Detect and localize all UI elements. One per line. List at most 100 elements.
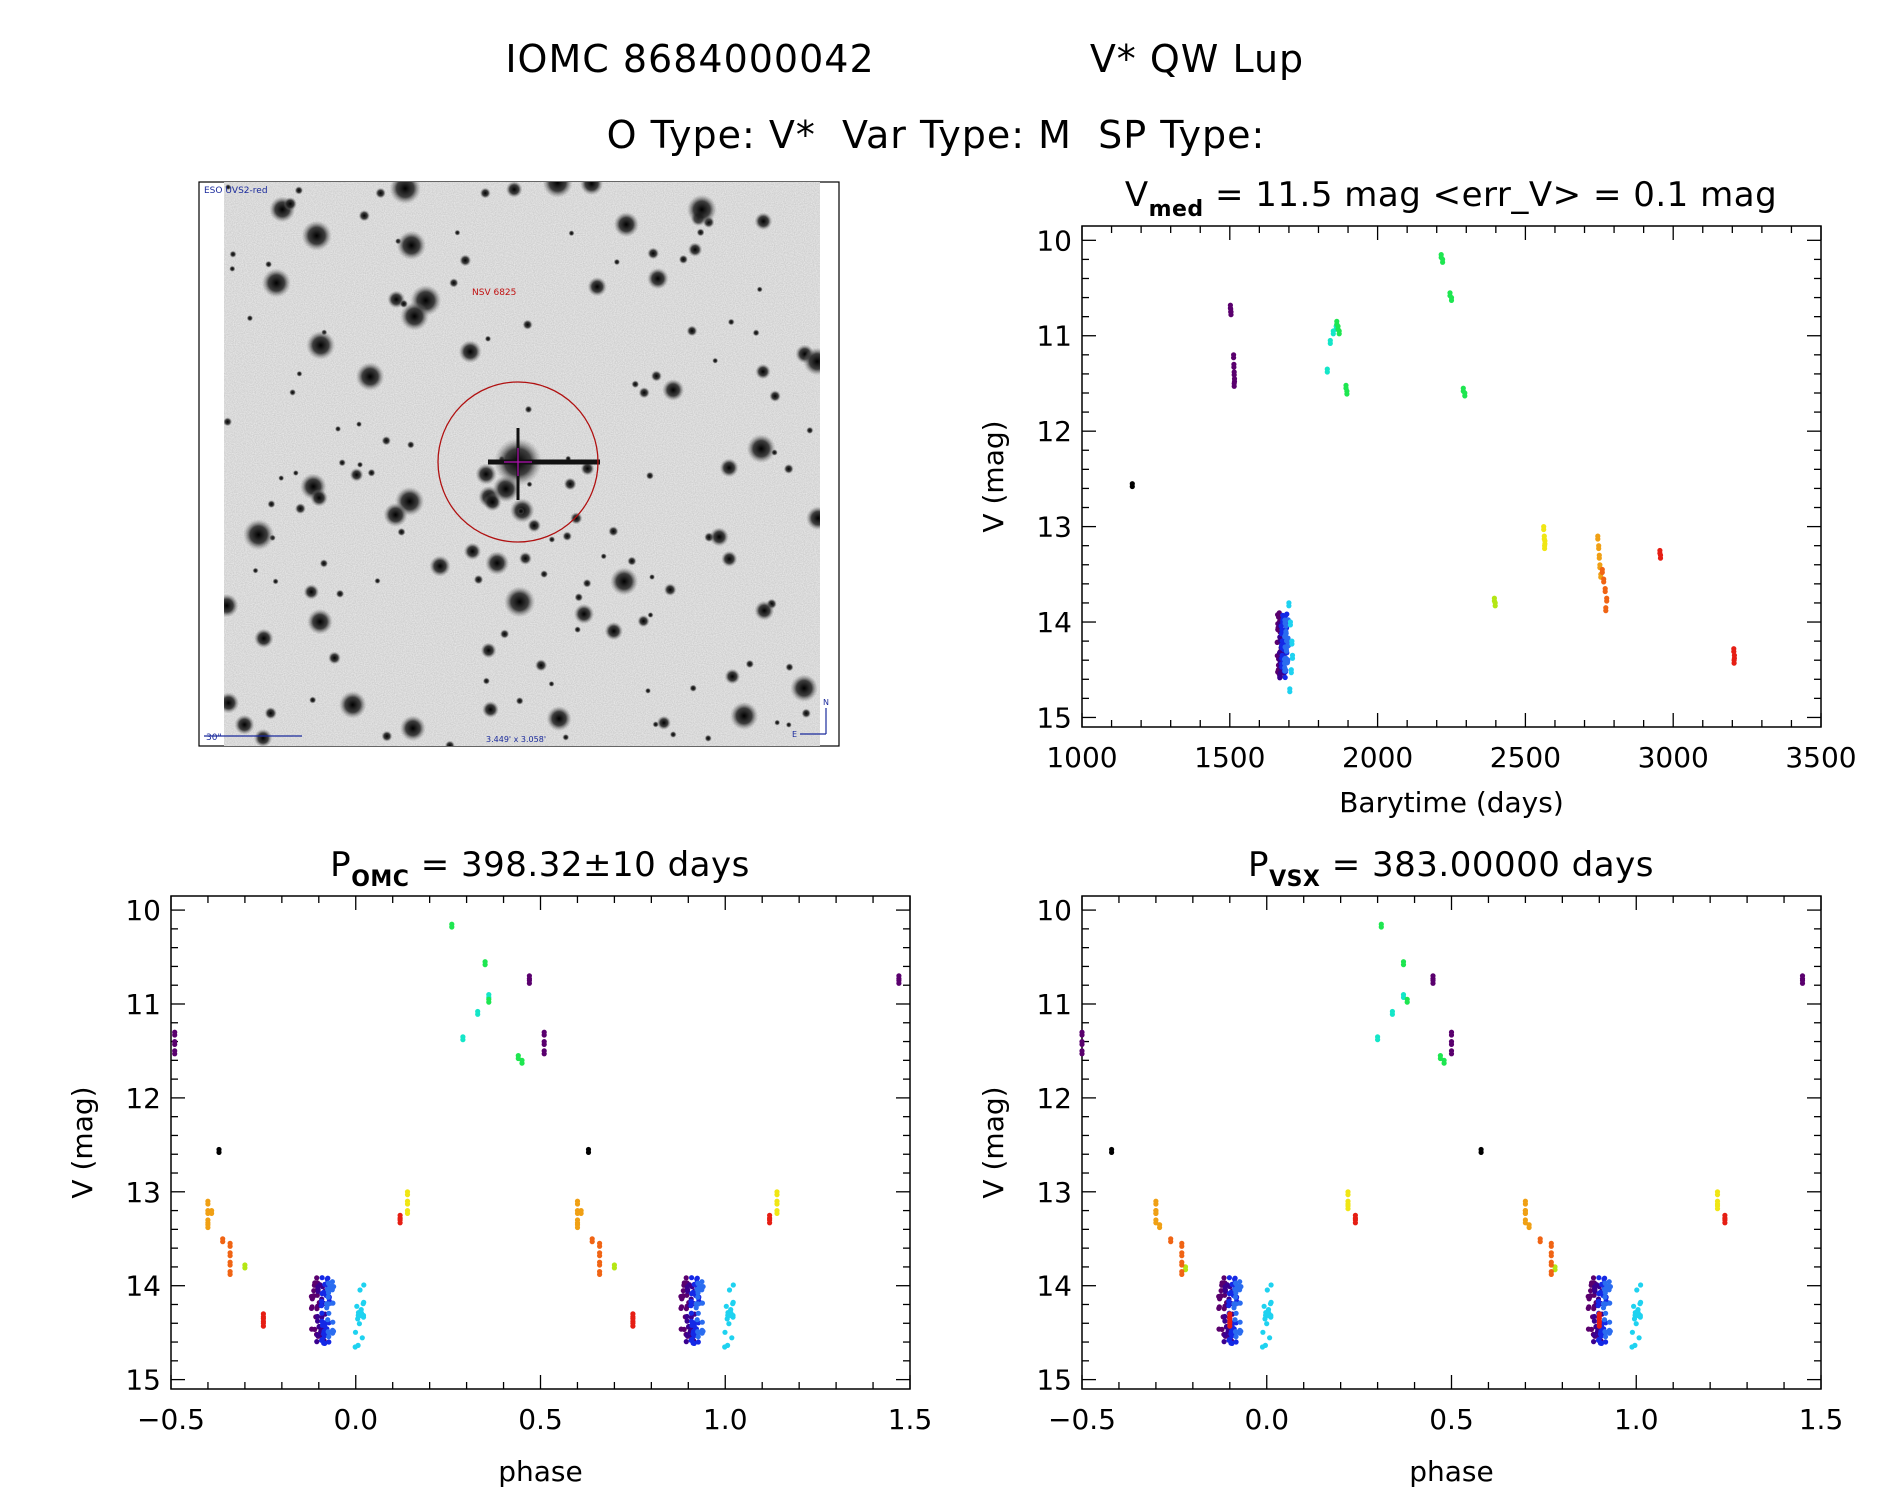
star-blob: [243, 519, 275, 551]
star-blob: [721, 550, 738, 568]
star-blob: [265, 260, 273, 268]
sky-image-panel: ESO UVS2-red NSV 6825 30" 3.449' x 3.058…: [198, 181, 840, 747]
x-tick-label: 1.5: [1799, 1403, 1844, 1436]
data-point: [1601, 1317, 1608, 1323]
data-point: [1607, 1300, 1613, 1306]
svg-text:E: E: [792, 730, 797, 739]
star-blob: [518, 551, 532, 565]
star-blob: [608, 526, 619, 537]
data-point: [1478, 1149, 1484, 1155]
data-point: [722, 1344, 728, 1350]
star-blob: [261, 268, 291, 298]
star-blob: [542, 182, 573, 198]
phase-vsx-panel: PVSX = 383.00000 days −0.5 0.0 0.5 1.0 1.5 10 1…: [977, 845, 1843, 1488]
y-tick-label: 13: [1036, 511, 1072, 544]
data-point: [330, 1300, 336, 1306]
star-blob: [724, 668, 741, 685]
data-point: [896, 980, 902, 986]
star-blob: [307, 608, 333, 635]
data-point: [574, 1210, 581, 1216]
star-blob: [562, 733, 570, 741]
data-point: [1235, 1283, 1241, 1289]
data-point: [519, 1060, 525, 1066]
data-point: [680, 1293, 686, 1299]
data-point: [611, 1265, 618, 1271]
data-point: [1548, 1271, 1554, 1277]
data-point: [1260, 1329, 1266, 1335]
data-point: [205, 1201, 211, 1207]
data-point: [209, 1210, 215, 1216]
star-blob: [696, 228, 705, 237]
data-point: [1237, 1319, 1243, 1325]
data-point: [1492, 603, 1498, 609]
header-types: O Type: V* Var Type: M SP Type:: [607, 113, 1266, 157]
star-blob: [283, 197, 297, 211]
data-point: [205, 1224, 211, 1231]
star-blob: [754, 212, 773, 231]
star-blob: [319, 559, 329, 568]
data-point: [1606, 1330, 1612, 1336]
data-point: [1603, 1339, 1609, 1345]
data-point: [1281, 656, 1288, 662]
data-point: [1221, 1275, 1227, 1281]
data-point: [1448, 1041, 1455, 1047]
data-point: [1284, 660, 1290, 666]
data-point: [1221, 1306, 1227, 1312]
data-point: [358, 1312, 364, 1319]
data-point: [1448, 297, 1455, 303]
target-marker: [437, 381, 599, 543]
data-point: [326, 1339, 332, 1345]
plot-title: Vmed = 11.5 mag <err_V> = 0.1 mag: [1125, 175, 1777, 222]
x-tick-label: 3000: [1638, 741, 1709, 774]
star-blob: [563, 477, 577, 491]
data-point: [1226, 1298, 1232, 1305]
data-point: [1548, 1253, 1554, 1259]
data-point: [1604, 598, 1610, 604]
data-point: [695, 1339, 701, 1345]
star-blob: [801, 708, 811, 719]
data-point: [1227, 1323, 1233, 1329]
data-point: [1079, 1041, 1085, 1047]
star-blob: [687, 242, 703, 257]
data-point: [578, 1210, 584, 1216]
x-tick-label: 0.5: [518, 1403, 563, 1436]
star-blob: [709, 527, 729, 547]
fov-label: 3.449' x 3.058': [486, 735, 546, 744]
data-point: [1595, 536, 1601, 542]
data-point: [354, 1303, 360, 1309]
star-blob: [473, 574, 484, 585]
star-blob: [637, 615, 650, 628]
data-point: [1375, 1037, 1381, 1043]
data-point: [1596, 555, 1602, 561]
data-point: [693, 1301, 699, 1307]
star-blob: [656, 715, 672, 730]
data-point: [1231, 383, 1237, 389]
data-point: [1232, 1317, 1238, 1323]
data-point: [1289, 641, 1295, 647]
data-point: [1216, 1326, 1222, 1332]
data-point: [1233, 1339, 1239, 1345]
star-blob: [730, 701, 759, 731]
star-blob: [225, 184, 232, 191]
y-tick-label: 10: [1036, 894, 1072, 927]
data-point: [1231, 355, 1237, 361]
data-point: [697, 1283, 703, 1289]
data-point: [695, 1334, 701, 1340]
data-point: [1522, 1210, 1528, 1216]
star-blob: [234, 714, 255, 735]
star-blob: [774, 719, 781, 726]
data-point: [597, 1271, 603, 1277]
data-point: [722, 1329, 728, 1335]
star-blob: [790, 674, 818, 703]
data-point: [1657, 555, 1664, 561]
data-point: [1586, 1304, 1592, 1310]
star-blob: [522, 319, 533, 330]
data-point: [699, 1279, 705, 1285]
data-point: [1327, 340, 1333, 346]
data-point: [774, 1201, 780, 1207]
data-point: [1233, 1310, 1239, 1316]
data-point: [699, 1300, 706, 1306]
star-blob: [294, 503, 306, 515]
data-point: [319, 1275, 325, 1281]
